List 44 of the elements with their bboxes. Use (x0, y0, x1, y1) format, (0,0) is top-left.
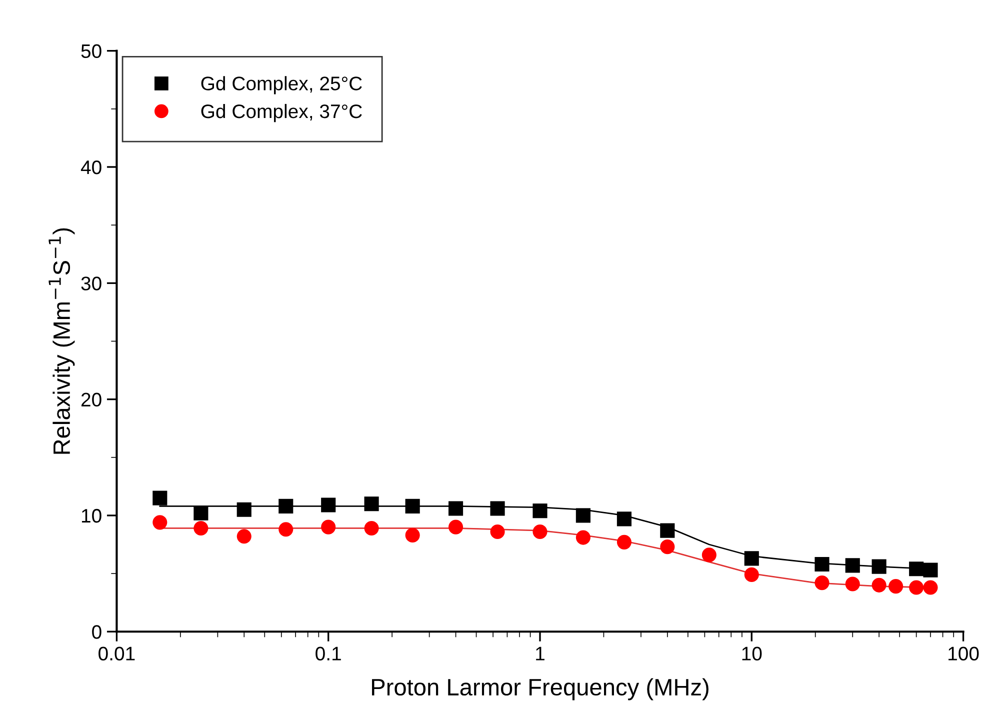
point (702, 548, 716, 562)
point (616, 534, 632, 550)
point (405, 528, 420, 542)
point (236, 502, 252, 517)
legend-label: Gd Complex, 25°C (201, 76, 362, 94)
point (152, 515, 168, 530)
x-tick-label: 0.1 (316, 646, 341, 660)
y-tick-label: 10 (82, 508, 102, 523)
point (405, 498, 420, 514)
x-tick-label: 100 (948, 646, 979, 660)
point (278, 522, 294, 537)
y-tick-label: 40 (80, 160, 102, 174)
point (364, 496, 379, 512)
point (448, 501, 464, 516)
point (448, 520, 464, 534)
point (532, 524, 548, 540)
point (660, 523, 675, 538)
point (194, 506, 208, 520)
point (576, 530, 590, 545)
point (278, 498, 294, 514)
point (532, 504, 548, 518)
point (321, 520, 336, 534)
point (364, 520, 379, 536)
x-tick-label: 0.01 (98, 646, 135, 660)
point (616, 512, 632, 526)
point (152, 490, 168, 506)
y-tick-label: 20 (81, 392, 102, 407)
x-tick-label: 1 (536, 646, 544, 660)
point (321, 498, 336, 512)
y-tick-label: 30 (81, 276, 102, 290)
y-tick-label: 0 (92, 625, 102, 639)
point (744, 567, 759, 582)
legend-label: Gd Complex, 37°C (201, 104, 362, 122)
point (490, 501, 505, 516)
point (490, 524, 505, 540)
x-tick-label: 10 (742, 646, 762, 660)
x-axis-title: Proton Larmor Frequency (MHz) (372, 678, 708, 700)
point (194, 520, 208, 536)
point (236, 529, 252, 544)
point (660, 540, 675, 554)
y-tick-label: 50 (81, 44, 102, 58)
y-axis-title: Relaxivity (Mm$^{−1}$S$^{−1}$) (48, 228, 75, 454)
point (576, 508, 590, 523)
point (872, 578, 886, 592)
